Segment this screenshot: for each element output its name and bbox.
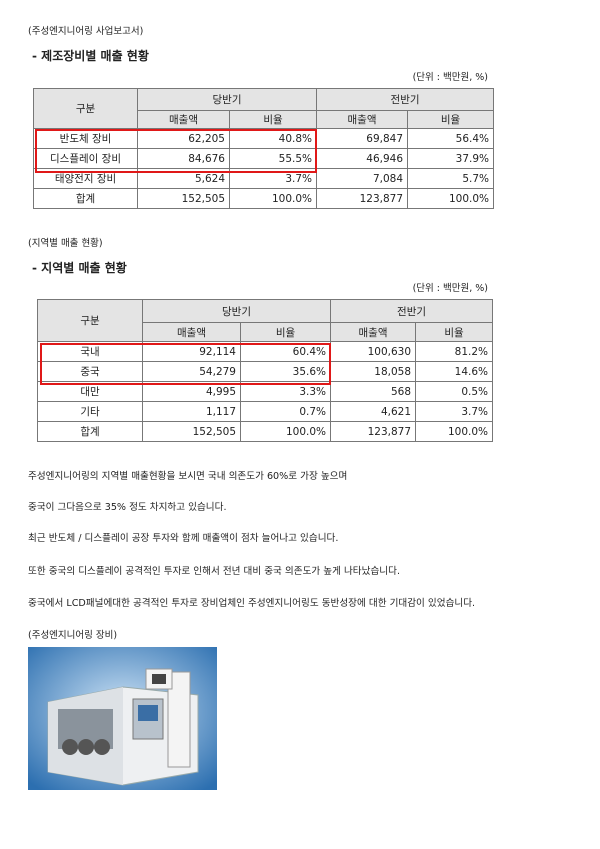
- cell: 반도체 장비: [33, 128, 138, 149]
- subheader-cell: 매출액: [137, 110, 230, 129]
- cell: 5.7%: [407, 168, 495, 189]
- cell: 100.0%: [415, 421, 494, 442]
- cell: 37.9%: [407, 148, 495, 169]
- cell: 3.7%: [415, 401, 494, 422]
- paragraph: 주성엔지니어링의 지역별 매출현황을 보시면 국내 의존도가 60%로 가장 높…: [28, 471, 348, 482]
- paragraph: 또한 중국의 디스플레이 공격적인 투자로 인해서 전년 대비 중국 의존도가 …: [28, 566, 400, 577]
- subheader-cell: 매출액: [330, 322, 417, 342]
- cell: 100.0%: [228, 188, 318, 209]
- header-cell: 구분: [37, 299, 143, 342]
- cell: 100.0%: [239, 421, 332, 442]
- subheader-cell: 비율: [228, 110, 318, 129]
- cell: 14.6%: [415, 361, 494, 382]
- cell: 46,946: [316, 148, 409, 169]
- cell: 568: [330, 381, 417, 402]
- subheader-row: 매출액 비율 매출액 비율: [38, 322, 494, 342]
- cell: 100,630: [330, 341, 417, 362]
- subheader-cell: 비율: [415, 322, 494, 342]
- cell: 123,877: [330, 421, 417, 442]
- row: 합계 152,505 100.0% 123,877 100.0%: [37, 421, 494, 442]
- paragraph: 최근 반도체 / 디스플레이 공장 투자와 함께 매출액이 점차 늘어나고 있습…: [28, 533, 339, 544]
- row: 대만 4,995 3.3% 568 0.5%: [37, 381, 494, 402]
- subheader-cell: 비율: [239, 322, 332, 342]
- row: 기타 1,117 0.7% 4,621 3.7%: [37, 401, 494, 422]
- cell: 152,505: [142, 421, 241, 442]
- table: 구분 당반기 전반기 매출액 비율 매출액 비율 반도체 장비 62,205 40.8% 69,84…: [33, 88, 495, 209]
- cell: 1,117: [142, 401, 241, 422]
- cell: 123,877: [316, 188, 409, 209]
- table: 구분 당반기 전반기 매출액 비율 매출액 비율 국내 92,114 60.4% 100,630 81…: [37, 299, 494, 442]
- unit: (단위 : 백만원, %): [412, 72, 488, 83]
- cell: 152,505: [137, 188, 230, 209]
- cell: 69,847: [316, 128, 409, 149]
- header-cell: 전반기: [330, 299, 494, 323]
- cell: 81.2%: [415, 341, 494, 362]
- subheader-cell: 매출액: [316, 110, 409, 129]
- cell: 4,621: [330, 401, 417, 422]
- subheader-row: 매출액 비율 매출액 비율: [34, 110, 495, 129]
- cell: 합계: [33, 188, 138, 209]
- cell: 태양전지 장비: [33, 168, 138, 189]
- cell: 18,058: [330, 361, 417, 382]
- header-cell: 당반기: [136, 88, 318, 111]
- cell: 0.5%: [415, 381, 494, 402]
- section-title: - 제조장비별 매출 현황: [32, 49, 149, 63]
- unit: (단위 : 백만원, %): [412, 283, 488, 294]
- cell: 0.7%: [239, 401, 332, 422]
- cell: 7,084: [316, 168, 409, 189]
- cell: 합계: [37, 421, 143, 442]
- row: 합계 152,505 100.0% 123,877 100.0%: [33, 188, 495, 209]
- header-cell: 당반기: [141, 299, 332, 323]
- cell: 디스플레이 장비: [33, 148, 138, 169]
- subheader-cell: 비율: [407, 110, 495, 129]
- highlight-box: [35, 129, 317, 173]
- header-row: 구분 당반기 전반기: [37, 299, 494, 342]
- header-cell: 구분: [33, 88, 138, 129]
- row: 디스플레이 장비 84,676 55.5% 46,946 37.9%: [33, 148, 495, 169]
- row: 국내 92,114 60.4% 100,630 81.2%: [37, 341, 494, 362]
- caption: (지역별 매출 현황): [28, 238, 103, 249]
- cell: 92,114: [142, 341, 241, 362]
- subheader-cell: 매출액: [142, 322, 241, 342]
- figure-caption: (주성엔지니어링 장비): [28, 630, 118, 641]
- cell: 56.4%: [407, 128, 495, 149]
- equipment-photo: [28, 647, 217, 790]
- cell: 55.5%: [228, 148, 318, 169]
- header-row: 구분 당반기 전반기: [33, 88, 495, 129]
- paragraph: 중국에서 LCD패널에대한 공격적인 투자로 장비업체인 주성엔지니어링도 동반…: [28, 598, 476, 609]
- highlight-box: [40, 343, 331, 385]
- cell: 4,995: [142, 381, 241, 402]
- cell: 기타: [37, 401, 143, 422]
- row: 태양전지 장비 5,624 3.7% 7,084 5.7%: [33, 168, 495, 189]
- header-cell: 전반기: [316, 88, 495, 111]
- cell: 100.0%: [407, 188, 495, 209]
- section-title: - 지역별 매출 현황: [32, 261, 127, 275]
- source: (주성엔지니어링 사업보고서): [28, 26, 144, 37]
- paragraph: 중국이 그다음으로 35% 정도 차지하고 있습니다.: [28, 502, 227, 513]
